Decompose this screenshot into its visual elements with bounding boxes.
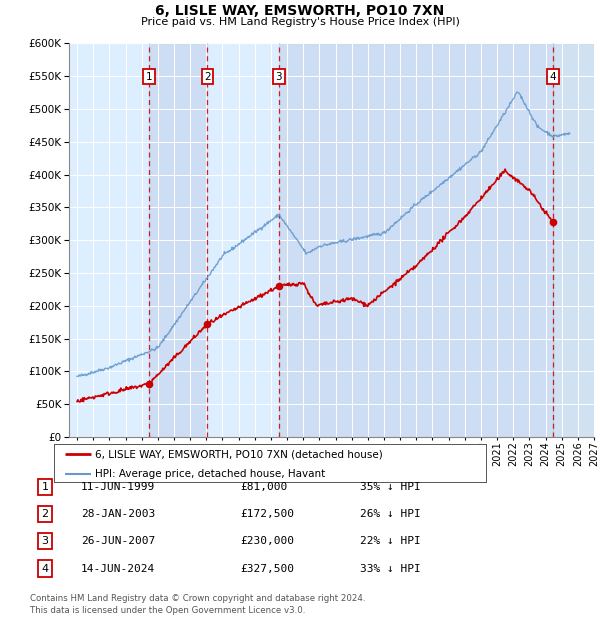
Text: 33% ↓ HPI: 33% ↓ HPI [360, 564, 421, 574]
Text: 2: 2 [41, 509, 49, 519]
Text: Price paid vs. HM Land Registry's House Price Index (HPI): Price paid vs. HM Land Registry's House … [140, 17, 460, 27]
Text: 3: 3 [275, 72, 282, 82]
Text: £81,000: £81,000 [240, 482, 287, 492]
Text: £172,500: £172,500 [240, 509, 294, 519]
Text: 26% ↓ HPI: 26% ↓ HPI [360, 509, 421, 519]
Text: 11-JUN-1999: 11-JUN-1999 [81, 482, 155, 492]
Text: 22% ↓ HPI: 22% ↓ HPI [360, 536, 421, 546]
Text: 4: 4 [550, 72, 556, 82]
Text: £327,500: £327,500 [240, 564, 294, 574]
Text: 28-JAN-2003: 28-JAN-2003 [81, 509, 155, 519]
Text: Contains HM Land Registry data © Crown copyright and database right 2024.
This d: Contains HM Land Registry data © Crown c… [30, 594, 365, 615]
Bar [553, 43, 594, 437]
Text: 1: 1 [41, 482, 49, 492]
Text: 1: 1 [145, 72, 152, 82]
Text: HPI: Average price, detached house, Havant: HPI: Average price, detached house, Hava… [95, 469, 325, 479]
Text: 4: 4 [41, 564, 49, 574]
Text: 6, LISLE WAY, EMSWORTH, PO10 7XN (detached house): 6, LISLE WAY, EMSWORTH, PO10 7XN (detach… [95, 450, 383, 459]
Text: £230,000: £230,000 [240, 536, 294, 546]
Text: 35% ↓ HPI: 35% ↓ HPI [360, 482, 421, 492]
Text: 14-JUN-2024: 14-JUN-2024 [81, 564, 155, 574]
Bar [278, 43, 553, 437]
Text: 26-JUN-2007: 26-JUN-2007 [81, 536, 155, 546]
Text: 3: 3 [41, 536, 49, 546]
Text: 2: 2 [204, 72, 211, 82]
Text: 6, LISLE WAY, EMSWORTH, PO10 7XN: 6, LISLE WAY, EMSWORTH, PO10 7XN [155, 4, 445, 19]
Bar [149, 43, 208, 437]
Bar [553, 43, 594, 437]
